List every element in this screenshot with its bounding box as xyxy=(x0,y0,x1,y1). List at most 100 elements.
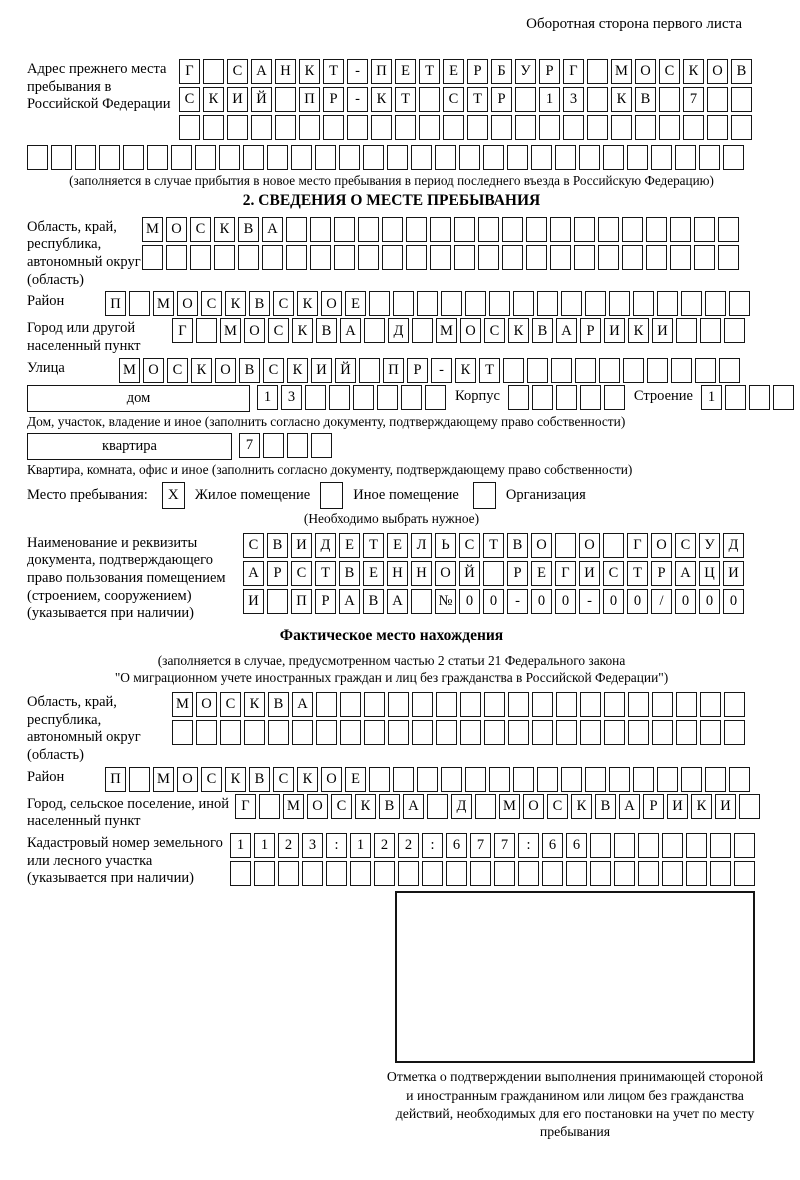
char-cell xyxy=(275,87,296,112)
char-cell xyxy=(724,691,745,717)
char-cell xyxy=(635,115,656,140)
char-cell xyxy=(556,719,577,745)
char-cell: Т xyxy=(627,560,648,586)
char-cell xyxy=(441,766,462,792)
char-cell: О xyxy=(307,793,328,819)
char-cell xyxy=(579,145,600,170)
char-cell xyxy=(508,719,529,745)
char-cell: Е xyxy=(345,766,366,792)
char-cell: Л xyxy=(411,532,432,558)
char-cell xyxy=(419,87,440,112)
char-cell: В xyxy=(363,588,384,614)
char-cell xyxy=(603,384,625,410)
char-cell: П xyxy=(383,357,404,383)
char-cell: М xyxy=(142,216,163,242)
char-cell xyxy=(609,291,630,317)
char-cell: № xyxy=(435,588,456,614)
char-cell: Г xyxy=(235,793,256,819)
char-cell xyxy=(638,861,659,887)
char-cell xyxy=(707,87,728,112)
char-cell xyxy=(699,145,720,170)
char-cell: С xyxy=(167,357,188,383)
char-cell: 0 xyxy=(723,588,744,614)
char-cell: В xyxy=(731,59,752,84)
char-cell: С xyxy=(243,532,264,558)
actual-region-label: Область, край, республика, автономный ок… xyxy=(27,693,141,763)
prev-address-section: Адрес прежнего места пребывания в Россий… xyxy=(27,59,756,143)
char-cell xyxy=(311,432,332,458)
char-cell: П xyxy=(105,766,126,792)
actual-city-section: Город, сельское поселение, иной населенн… xyxy=(27,793,760,831)
char-cell: Т xyxy=(467,87,488,112)
char-cell: О xyxy=(321,291,342,317)
char-cell: С xyxy=(179,87,200,112)
char-cell xyxy=(179,115,200,140)
char-cell xyxy=(166,244,187,270)
char-cell xyxy=(459,145,480,170)
char-cell xyxy=(483,145,504,170)
char-cell: И xyxy=(579,560,600,586)
char-cell xyxy=(705,291,726,317)
char-cell xyxy=(334,216,355,242)
char-cell xyxy=(446,861,467,887)
char-cell xyxy=(659,115,680,140)
char-cell xyxy=(329,384,350,410)
char-cell xyxy=(171,145,192,170)
char-cell: Д xyxy=(451,793,472,819)
char-cell xyxy=(99,145,120,170)
char-cell xyxy=(203,59,224,84)
stay-type-checkbox-organization xyxy=(472,481,496,509)
char-cell: Н xyxy=(275,59,296,84)
char-cell: И xyxy=(723,560,744,586)
char-cell: Р xyxy=(539,59,560,84)
char-cell: 1 xyxy=(350,833,371,859)
char-cell: - xyxy=(431,357,452,383)
char-cell xyxy=(676,719,697,745)
apartment-note: Квартира, комната, офис и иное (заполнит… xyxy=(27,461,633,477)
char-cell: Т xyxy=(419,59,440,84)
char-cell: К xyxy=(355,793,376,819)
char-cell: К xyxy=(371,87,392,112)
char-cell xyxy=(353,384,374,410)
char-cell xyxy=(494,861,515,887)
char-cell xyxy=(700,691,721,717)
city-label: Город или другой населенный пункт xyxy=(27,320,141,354)
char-cell: С xyxy=(220,691,241,717)
char-cell xyxy=(478,216,499,242)
char-cell xyxy=(719,357,740,383)
char-cell xyxy=(427,793,448,819)
actual-region-row-2 xyxy=(172,719,748,745)
char-cell: Р xyxy=(507,560,528,586)
char-cell xyxy=(395,115,416,140)
char-cell xyxy=(339,145,360,170)
char-cell xyxy=(537,291,558,317)
char-cell xyxy=(590,861,611,887)
char-cell xyxy=(478,244,499,270)
document-section: Наименование и реквизиты документа, подт… xyxy=(27,532,756,623)
stamp-box xyxy=(395,891,755,1064)
char-cell xyxy=(363,145,384,170)
char-cell: 0 xyxy=(699,588,720,614)
char-cell xyxy=(638,833,659,859)
char-cell xyxy=(531,384,553,410)
char-cell: А xyxy=(251,59,272,84)
char-cell xyxy=(681,766,702,792)
char-cell xyxy=(430,244,451,270)
char-cell xyxy=(710,833,731,859)
char-cell: М xyxy=(283,793,304,819)
section2-heading: 2. СВЕДЕНИЯ О МЕСТЕ ПРЕБЫВАНИЯ xyxy=(242,191,541,209)
char-cell: К xyxy=(203,87,224,112)
char-cell: С xyxy=(547,793,568,819)
stay-type-checkbox-residential: X xyxy=(161,481,185,509)
char-cell xyxy=(315,145,336,170)
char-cell: М xyxy=(611,59,632,84)
char-cell xyxy=(393,766,414,792)
char-cell: М xyxy=(436,318,457,344)
char-cell: В xyxy=(507,532,528,558)
